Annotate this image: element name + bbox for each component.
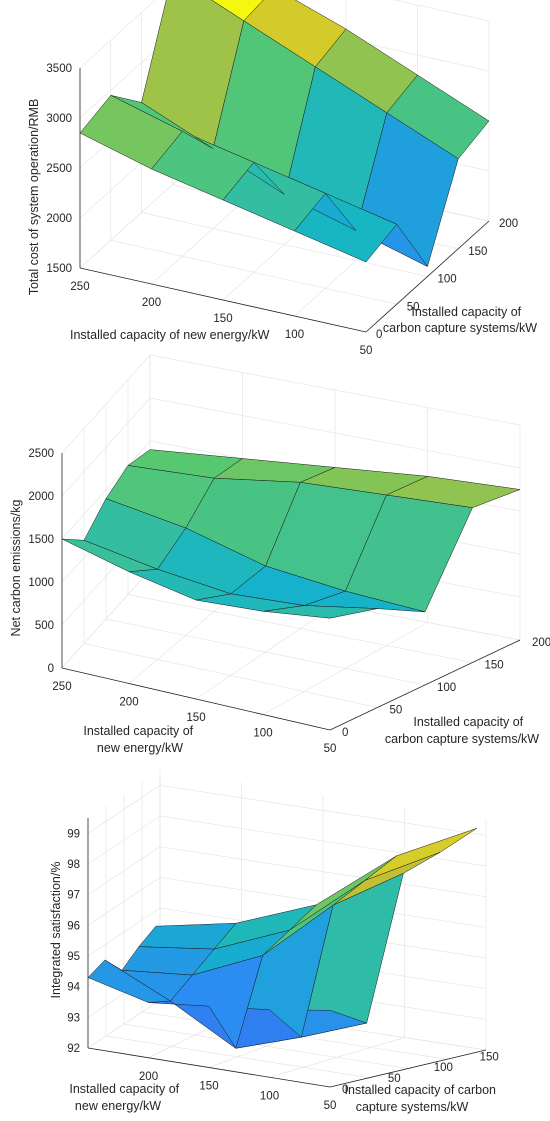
chart-total-cost: Installed capacity of new energy/kW Inst… bbox=[27, 0, 537, 357]
z-tick-label: 1500 bbox=[28, 534, 54, 546]
y-tick-label: 50 bbox=[407, 301, 420, 313]
sidewall-grid-line bbox=[61, 354, 151, 454]
sidewall-grid-line bbox=[61, 397, 151, 497]
sidewall-grid-line bbox=[87, 999, 161, 1049]
y-tick-label: 200 bbox=[499, 218, 518, 230]
y-axis-line bbox=[365, 220, 490, 333]
x-axis-line bbox=[61, 667, 331, 731]
x-tick-label: 50 bbox=[324, 743, 337, 755]
x-axis-label: Installed capacity of new energy/kW bbox=[83, 724, 196, 755]
x-tick-label: 250 bbox=[52, 681, 71, 693]
y-tick-label: 150 bbox=[480, 1051, 499, 1063]
z-tick-label: 500 bbox=[35, 620, 54, 632]
floor-grid-line bbox=[141, 212, 428, 277]
backwall-grid-line bbox=[149, 354, 521, 426]
z-tick-label: 2500 bbox=[46, 163, 72, 175]
sidewall-grid-line bbox=[87, 877, 161, 926]
sidewall-grid-line bbox=[87, 907, 161, 957]
z-tick-label: 98 bbox=[67, 859, 80, 871]
z-tick-label: 97 bbox=[67, 890, 80, 902]
z-tick-label: 99 bbox=[67, 828, 80, 840]
sidewall-grid-line bbox=[87, 785, 161, 834]
y-axis-label: Installed capacity of carbon capture sys… bbox=[345, 1083, 500, 1114]
y-axis-label: Installed capacity of carbon capture sys… bbox=[383, 305, 537, 335]
z-tick-label: 94 bbox=[67, 982, 80, 994]
z-tick-label: 2000 bbox=[46, 213, 72, 225]
y-tick-label: 150 bbox=[468, 246, 487, 258]
surface-patch bbox=[211, 0, 264, 22]
x-tick-label: 150 bbox=[186, 712, 205, 724]
y-tick-label: 0 bbox=[376, 329, 382, 341]
y-axis-line bbox=[329, 639, 521, 731]
x-tick-label: 50 bbox=[360, 345, 373, 357]
z-axis-label: Integrated satisfaction/% bbox=[49, 862, 63, 999]
backwall-grid-line bbox=[149, 397, 521, 469]
floor-grid-line bbox=[123, 1023, 409, 1069]
x-axis-label: Installed capacity of new energy/kW bbox=[69, 1082, 182, 1113]
floor-grid-line bbox=[105, 618, 426, 686]
floor-grid-line bbox=[127, 594, 473, 663]
z-tick-label: 3500 bbox=[46, 63, 72, 75]
backwall-grid-line bbox=[159, 815, 487, 867]
sidewall-grid-line bbox=[61, 440, 151, 540]
x-tick-label: 200 bbox=[142, 297, 161, 309]
z-axis-label: Total cost of system operation/RMB bbox=[27, 99, 41, 296]
x-axis-line bbox=[79, 267, 367, 333]
sidewall-grid-line bbox=[87, 815, 161, 865]
x-tick-label: 250 bbox=[70, 281, 89, 293]
z-axis-label: Net carbon emissions/kg bbox=[9, 500, 23, 637]
floor-grid-line bbox=[83, 643, 378, 708]
y-tick-label: 100 bbox=[434, 1062, 453, 1074]
floor-grid-line bbox=[105, 1035, 370, 1079]
chart-net-carbon: Installed capacity of new energy/kW Inst… bbox=[9, 354, 550, 755]
z-tick-label: 1500 bbox=[46, 263, 72, 275]
z-tick-label: 92 bbox=[67, 1043, 80, 1055]
y-tick-label: 0 bbox=[342, 1084, 348, 1096]
x-tick-label: 150 bbox=[213, 313, 232, 325]
y-tick-label: 0 bbox=[342, 727, 348, 739]
y-tick-label: 150 bbox=[485, 660, 504, 672]
x-axis-line bbox=[87, 1047, 331, 1088]
backwall-grid-line bbox=[393, 0, 490, 22]
surface-patch bbox=[364, 828, 478, 881]
surface-patch bbox=[87, 959, 171, 1003]
surface-patch bbox=[61, 538, 158, 572]
sidewall-grid-line bbox=[87, 846, 161, 895]
x-axis-label: Installed capacity of new energy/kW bbox=[70, 328, 270, 342]
y-axis-line bbox=[329, 1049, 487, 1088]
z-tick-label: 0 bbox=[48, 663, 54, 675]
x-tick-label: 100 bbox=[285, 329, 304, 341]
z-tick-label: 2500 bbox=[28, 448, 54, 460]
backwall-grid-line bbox=[159, 784, 487, 836]
y-tick-label: 50 bbox=[390, 705, 403, 717]
y-tick-label: 50 bbox=[388, 1073, 401, 1085]
z-tick-label: 2000 bbox=[28, 491, 54, 503]
x-tick-label: 200 bbox=[119, 697, 138, 709]
surface-patch bbox=[79, 95, 183, 170]
z-tick-label: 95 bbox=[67, 951, 80, 963]
sidewall-grid-line bbox=[79, 0, 156, 69]
y-axis-label: Installed capacity of carbon capture sys… bbox=[385, 715, 539, 746]
x-tick-label: 200 bbox=[139, 1071, 158, 1083]
sidewall-grid-line bbox=[61, 569, 151, 669]
floor-grid-line bbox=[110, 239, 397, 305]
y-tick-label: 200 bbox=[532, 637, 550, 649]
x-tick-label: 150 bbox=[199, 1081, 218, 1093]
z-tick-label: 93 bbox=[67, 1012, 80, 1024]
y-tick-label: 100 bbox=[438, 274, 457, 286]
x-tick-label: 50 bbox=[324, 1100, 337, 1112]
backwall-grid-line bbox=[159, 846, 487, 898]
z-tick-label: 3000 bbox=[46, 113, 72, 125]
z-tick-label: 96 bbox=[67, 920, 80, 932]
z-tick-label: 1000 bbox=[28, 577, 54, 589]
x-tick-label: 100 bbox=[253, 728, 272, 740]
chart-integrated-satisfaction: Installed capacity of new energy/kW Inst… bbox=[49, 770, 499, 1114]
x-tick-label: 100 bbox=[260, 1090, 279, 1102]
y-tick-label: 100 bbox=[437, 682, 456, 694]
